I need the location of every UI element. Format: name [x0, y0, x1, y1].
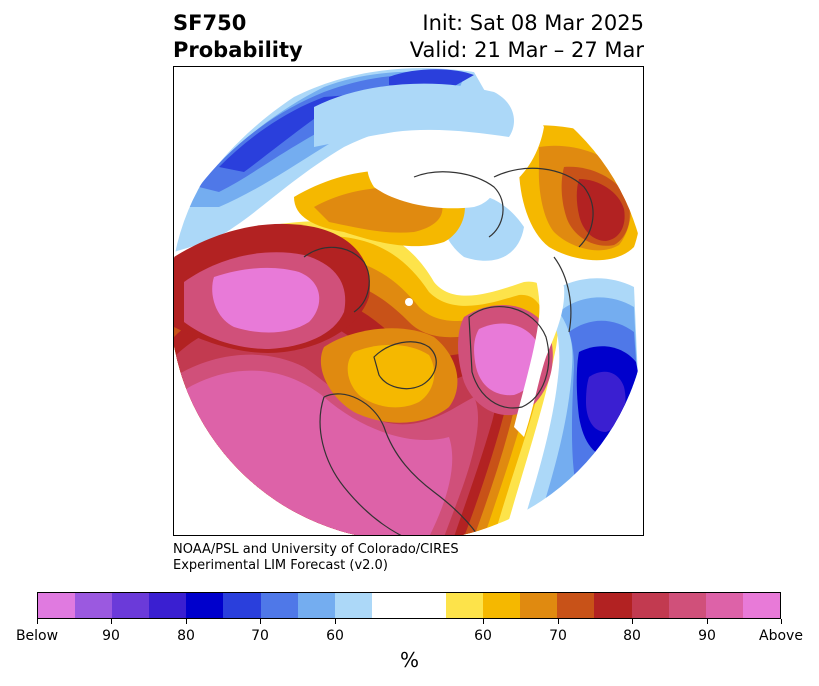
- colorbar-tick-label: 70: [251, 628, 269, 644]
- colorbar-tick-mark: [334, 619, 336, 624]
- colorbar-tick-label: 60: [326, 628, 344, 644]
- colorbar-segment: [223, 593, 261, 618]
- colorbar-tick-label: 80: [623, 628, 641, 644]
- map-region-arctic-neutral: [367, 142, 498, 209]
- colorbar-tick-label: 90: [102, 628, 120, 644]
- map-region-greenland-above: [474, 323, 541, 396]
- colorbar-tick-mark: [36, 619, 38, 624]
- map-title: SF750 Probability: [173, 10, 303, 64]
- north-pole-marker: [405, 298, 413, 306]
- credit-line-1: NOAA/PSL and University of Colorado/CIRE…: [173, 542, 459, 557]
- colorbar-segment: [186, 593, 224, 618]
- colorbar-segment: [742, 593, 780, 618]
- colorbar-tick-mark: [780, 619, 782, 624]
- product-name: Probability: [173, 38, 303, 62]
- colorbar-tick-label: Above: [759, 628, 803, 644]
- colorbar-tick-mark: [185, 619, 187, 624]
- colorbar-tick-label: 90: [698, 628, 716, 644]
- map-region-pacific-above: [212, 267, 320, 333]
- colorbar-segment: [483, 593, 521, 618]
- colorbar-unit-label: %: [399, 648, 419, 672]
- forecast-dates: Init: Sat 08 Mar 2025 Valid: 21 Mar – 27…: [410, 10, 644, 64]
- colorbar-tick-label: 80: [177, 628, 195, 644]
- colorbar-segment: [149, 593, 187, 618]
- colorbar-segment: [297, 593, 335, 618]
- colorbar-ticks: Below 90 80 70 60 60 70 80 90 Above: [16, 619, 803, 644]
- colorbar-segment: [520, 593, 558, 618]
- colorbar-segment: [705, 593, 743, 618]
- coastlines: [303, 167, 594, 535]
- variable-name: SF750: [173, 11, 247, 35]
- colorbar-tick-label: 70: [549, 628, 567, 644]
- colorbar-tick-label: Below: [15, 628, 59, 644]
- colorbar-segment: [631, 593, 669, 618]
- colorbar-segment: [408, 593, 447, 618]
- init-date: Init: Sat 08 Mar 2025: [422, 11, 644, 35]
- map-region-canada-b: [347, 344, 435, 408]
- credit-line-2: Experimental LIM Forecast (v2.0): [173, 558, 388, 573]
- colorbar: [37, 592, 781, 619]
- colorbar-tick-mark: [631, 619, 633, 624]
- colorbar-segment: [75, 593, 113, 618]
- colorbar-tick-label: 60: [474, 628, 492, 644]
- colorbar-tick-mark: [706, 619, 708, 624]
- colorbar-tick-mark: [110, 619, 112, 624]
- colorbar-segment: [557, 593, 595, 618]
- colorbar-tick-mark: [557, 619, 559, 624]
- colorbar-segment: [668, 593, 706, 618]
- colorbar-segment: [371, 593, 409, 618]
- colorbar-segment: [334, 593, 372, 618]
- colorbar-segment: [38, 593, 76, 618]
- colorbar-segment: [594, 593, 632, 618]
- map-region-white-band: [514, 263, 565, 437]
- probability-map: [174, 67, 643, 535]
- map-region-atlantic-below-min: [586, 371, 626, 432]
- colorbar-segment: [446, 593, 484, 618]
- colorbar-segment: [112, 593, 150, 618]
- colorbar-tick-mark: [259, 619, 261, 624]
- map-region-arctic-cool: [314, 83, 514, 147]
- map-panel: [173, 66, 644, 536]
- valid-range: Valid: 21 Mar – 27 Mar: [409, 38, 644, 62]
- colorbar-tick-mark: [482, 619, 484, 624]
- colorbar-segment: [260, 593, 298, 618]
- credit-text: NOAA/PSL and University of Colorado/CIRE…: [173, 542, 459, 574]
